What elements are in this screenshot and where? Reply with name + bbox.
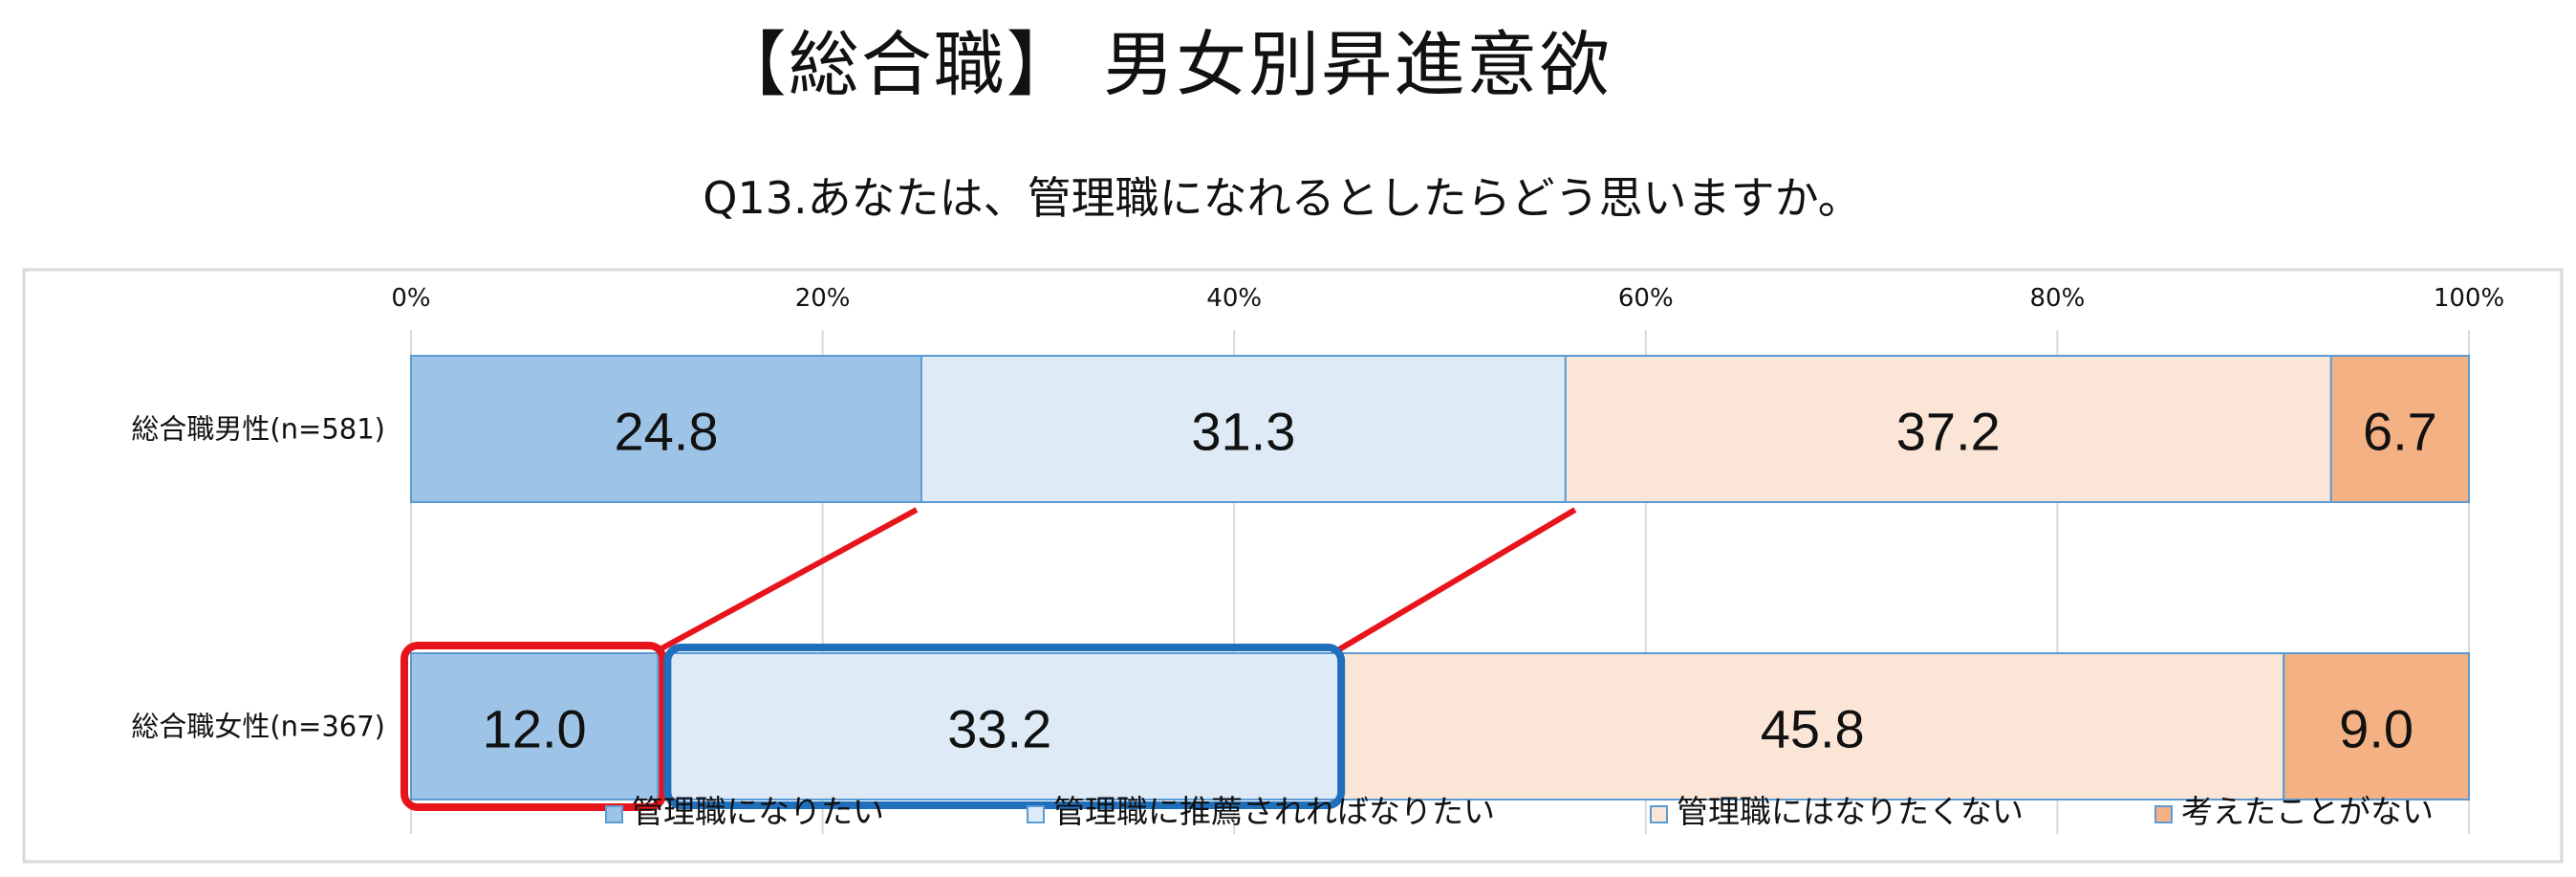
legend-swatch xyxy=(605,805,623,823)
x-axis-tick-labels: 0% 20% 40% 60% 80% 100% xyxy=(391,284,2504,313)
connector-line-blue xyxy=(1337,507,1577,652)
data-label: 9.0 xyxy=(2339,699,2414,759)
x-tick-label: 60% xyxy=(1618,284,1674,313)
category-labels: 総合職男性(n=581) 総合職女性(n=367) xyxy=(131,413,385,743)
chart-title: 【総合職】 男女別昇進意欲 xyxy=(715,24,1613,106)
data-label: 45.8 xyxy=(1761,699,1865,759)
highlight-box-red xyxy=(400,642,667,811)
bar-segment xyxy=(2329,355,2471,503)
bar-segment xyxy=(410,652,660,800)
legend: 管理職になりたい 管理職に推薦されればなりたい 管理職にはなりたくない 考えたことがな… xyxy=(605,793,2434,830)
bar-segment xyxy=(1340,652,2285,800)
data-label: 31.3 xyxy=(1191,402,1295,462)
data-labels: 24.8 31.3 37.2 6.7 12.0 33.2 45.8 9.0 xyxy=(483,402,2437,759)
legend-label: 管理職に推薦されればなりたい xyxy=(1053,793,1495,830)
category-label: 総合職男性(n=581) xyxy=(131,413,385,446)
legend-swatch xyxy=(1650,805,1668,823)
legend-swatch xyxy=(2154,805,2173,823)
data-label: 33.2 xyxy=(947,699,1051,759)
legend-label: 考えたことがない xyxy=(2181,793,2434,830)
x-tick-label: 40% xyxy=(1206,284,1262,313)
x-tick-label: 80% xyxy=(2030,284,2086,313)
x-tick-label: 100% xyxy=(2434,284,2504,313)
legend-label: 管理職になりたい xyxy=(632,793,884,830)
data-label: 6.7 xyxy=(2363,402,2437,462)
data-label: 37.2 xyxy=(1896,402,2001,462)
connector-line-red xyxy=(658,507,919,652)
x-tick-label: 20% xyxy=(795,284,851,313)
data-label: 12.0 xyxy=(483,699,587,759)
chart-subtitle: Q13.あなたは、管理職になれるとしたらどう思いますか。 xyxy=(703,172,1862,224)
bar-segment xyxy=(1564,355,2332,503)
legend-swatch xyxy=(1027,805,1045,823)
bar-segment xyxy=(657,652,1343,800)
bar-segment xyxy=(2283,652,2470,800)
stacked-bars xyxy=(410,355,2471,800)
highlight-annotations xyxy=(400,507,1577,811)
data-label: 24.8 xyxy=(614,402,718,462)
x-tick-label: 0% xyxy=(391,284,430,313)
legend-label: 管理職にはなりたくない xyxy=(1677,793,2024,830)
category-label: 総合職女性(n=367) xyxy=(131,711,385,743)
highlight-box-blue xyxy=(663,644,1346,809)
bar-segment xyxy=(920,355,1567,503)
